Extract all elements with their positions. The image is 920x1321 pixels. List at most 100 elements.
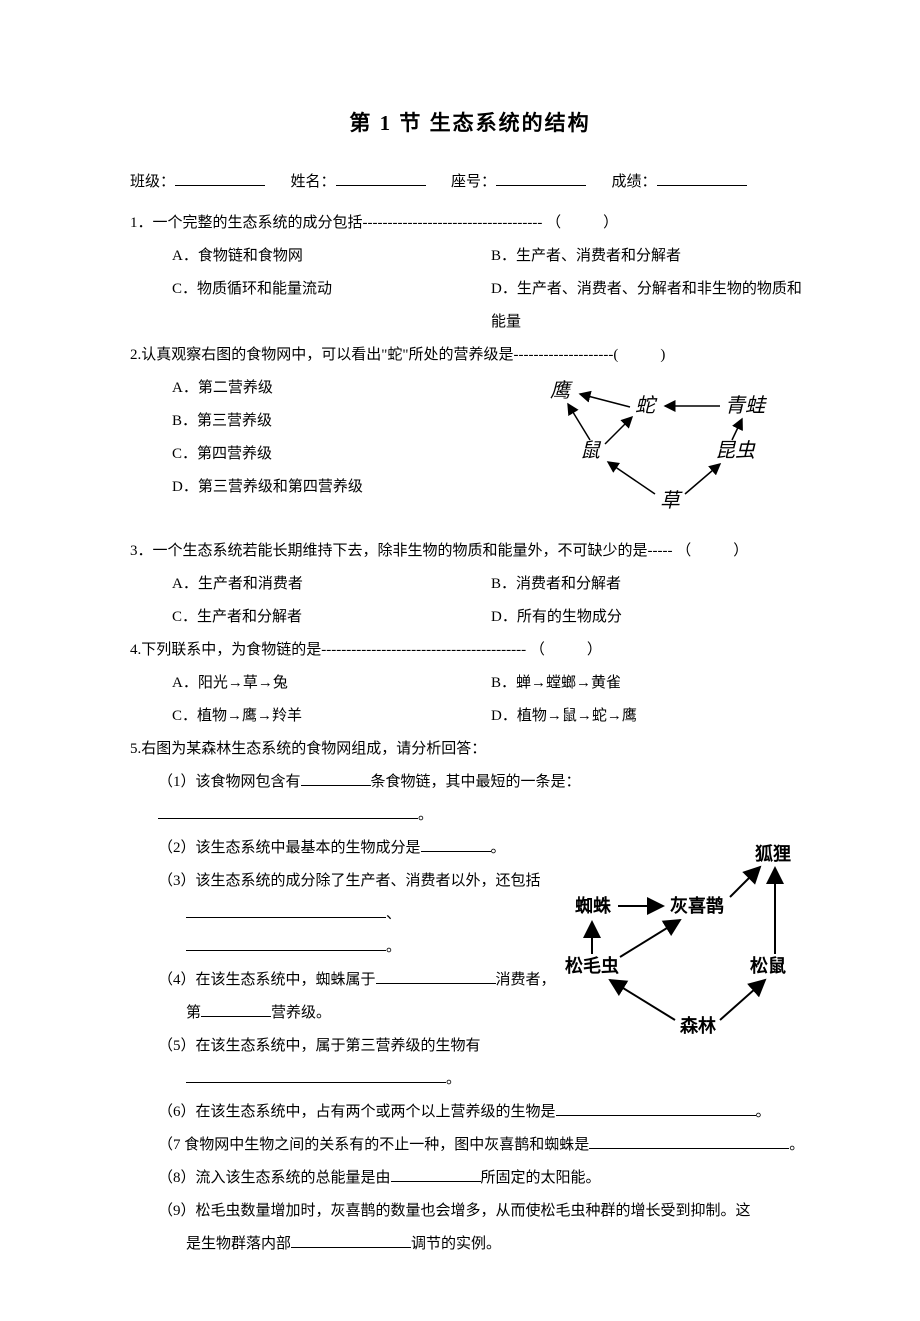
q5-1-blank1[interactable] xyxy=(301,769,371,787)
q3-opt-a: A．生产者和消费者 xyxy=(172,568,491,601)
q4-stem: 4.下列联系中，为食物链的是 xyxy=(130,642,321,658)
q5-sub4: （4）在该生态系统中，蜘蛛属于 消费者， xyxy=(130,964,560,997)
arrow-caterpillar-magpie xyxy=(620,920,680,957)
q1-opt-d: D．生产者、消费者、分解者和非生物的物质和能量 xyxy=(491,273,810,339)
q5-6a: （6）在该生态系统中，占有两个或两个以上营养级的生物是 xyxy=(158,1104,556,1120)
arrow-insect-frog xyxy=(732,419,742,440)
q3-options: A．生产者和消费者 B．消费者和分解者 C．生产者和分解者 D．所有的生物成分 xyxy=(130,568,810,634)
q5-4c: 第 xyxy=(186,1005,201,1021)
q2-foodweb-diagram: 鹰 蛇 青蛙 鼠 昆虫 草 xyxy=(510,372,810,535)
question-1: 1．一个完整的生态系统的成分包括------------------------… xyxy=(130,207,810,240)
q2-dash: -------------------- xyxy=(514,347,614,363)
q5-8-blank[interactable] xyxy=(391,1165,481,1183)
q5-8b: 所固定的太阳能。 xyxy=(481,1170,601,1186)
q5-body: （2）该生态系统中最基本的生物成分是。 （3）该生态系统的成分除了生产者、消费者… xyxy=(130,832,810,1096)
q5-4-blank2[interactable] xyxy=(201,1000,271,1018)
q2-opt-b: B．第三营养级 xyxy=(172,405,510,438)
q4-options: A．阳光→草→兔 B．蝉→螳螂→黄雀 C．植物→鹰→羚羊 D．植物→鼠→蛇→鹰 xyxy=(130,667,810,733)
q5-3-sep: 、 xyxy=(386,906,401,922)
arrow-forest-caterpillar xyxy=(610,980,675,1020)
q5-4a: （4）在该生态系统中，蜘蛛属于 xyxy=(158,972,376,988)
question-5-stem: 5.右图为某森林生态系统的食物网组成，请分析回答： xyxy=(130,733,810,766)
q5-1c: 。 xyxy=(418,807,433,823)
q1-options: A．食物链和食物网 B．生产者、消费者和分解者 C．物质循环和能量流动 D．生产… xyxy=(130,240,810,339)
q5-sub5b: 。 xyxy=(130,1063,560,1096)
q5-3-blank2[interactable] xyxy=(186,934,386,952)
q5-2-blank[interactable] xyxy=(421,835,491,853)
q2-opt-a: A．第二营养级 xyxy=(172,372,510,405)
q3-opt-b: B．消费者和分解者 xyxy=(491,568,810,601)
question-2: 2.认真观察右图的食物网中，可以看出"蛇"所处的营养级是------------… xyxy=(130,339,810,372)
q5-1-blank2[interactable] xyxy=(158,802,418,820)
node-squirrel: 松鼠 xyxy=(750,955,786,976)
q5-sub9: （9）松毛虫数量增加时，灰喜鹊的数量也会增多，从而使松毛虫种群的增长受到抑制。这 xyxy=(130,1195,810,1228)
q5-sub3b: 、。 xyxy=(130,898,560,964)
arrow-magpie-fox xyxy=(730,867,760,897)
q5-6-blank[interactable] xyxy=(556,1099,756,1117)
q5-sub8: （8）流入该生态系统的总能量是由 所固定的太阳能。 xyxy=(130,1162,810,1195)
q3-dash: ----- xyxy=(648,543,673,559)
q4-opt-d: D．植物→鼠→蛇→鹰 xyxy=(491,700,810,733)
seat-blank[interactable] xyxy=(496,169,586,187)
q5-sub6: （6）在该生态系统中，占有两个或两个以上营养级的生物是 。 xyxy=(130,1096,810,1129)
question-4: 4.下列联系中，为食物链的是--------------------------… xyxy=(130,634,810,667)
q5-sub7: （7 食物网中生物之间的关系有的不止一种，图中灰喜鹊和蜘蛛是。 xyxy=(130,1129,810,1162)
node-insect: 昆虫 xyxy=(715,440,756,462)
q2-opt-d: D．第三营养级和第四营养级 xyxy=(172,471,510,504)
arrow-grass-insect xyxy=(685,464,720,494)
class-label: 班级： xyxy=(130,174,175,190)
q4-dash: ----------------------------------------… xyxy=(321,642,526,658)
node-fox: 狐狸 xyxy=(755,843,791,864)
q2-answer-paren[interactable]: ( ) xyxy=(613,347,669,363)
arrow-snake-eagle xyxy=(580,394,630,407)
q5-6b: 。 xyxy=(756,1104,771,1120)
class-blank[interactable] xyxy=(175,169,265,187)
q1-opt-c: C．物质循环和能量流动 xyxy=(172,273,491,339)
q5-sub3: （3）该生态系统的成分除了生产者、消费者以外，还包括 xyxy=(130,865,560,898)
q5-1b: 条食物链，其中最短的一条是： xyxy=(371,774,581,790)
q2-stem: 2.认真观察右图的食物网中，可以看出"蛇"所处的营养级是 xyxy=(130,347,514,363)
q1-answer-paren[interactable]: （ ） xyxy=(546,215,622,231)
arrow-mouse-eagle xyxy=(568,404,590,440)
q5-3-end: 。 xyxy=(386,939,401,955)
node-frog: 青蛙 xyxy=(725,395,768,417)
student-info-line: 班级： 姓名： 座号： 成绩： xyxy=(130,166,810,199)
name-label: 姓名： xyxy=(291,174,336,190)
node-magpie: 灰喜鹊 xyxy=(670,895,724,916)
q5-3-blank1[interactable] xyxy=(186,901,386,919)
node-caterpillar: 松毛虫 xyxy=(565,955,619,976)
q5-4-blank1[interactable] xyxy=(376,967,496,985)
q5-sub5: （5）在该生态系统中，属于第三营养级的生物有 xyxy=(130,1030,560,1063)
q5-8a: （8）流入该生态系统的总能量是由 xyxy=(158,1170,391,1186)
q3-answer-paren[interactable]: （ ） xyxy=(676,543,752,559)
q5-sub2: （2）该生态系统中最基本的生物成分是。 xyxy=(130,832,560,865)
score-blank[interactable] xyxy=(657,169,747,187)
node-eagle: 鹰 xyxy=(550,380,573,402)
q4-opt-c: C．植物→鹰→羚羊 xyxy=(172,700,491,733)
q4-answer-paren[interactable]: （ ） xyxy=(530,642,606,658)
q5-5b: 。 xyxy=(446,1071,461,1087)
q5-2a: （2）该生态系统中最基本的生物成分是 xyxy=(158,840,421,856)
q5-sub9b: 是生物群落内部调节的实例。 xyxy=(130,1228,810,1261)
q4-opt-a: A．阳光→草→兔 xyxy=(172,667,491,700)
q5-9-blank[interactable] xyxy=(291,1231,411,1249)
q5-7-blank[interactable] xyxy=(589,1132,789,1150)
node-grass: 草 xyxy=(660,490,683,512)
arrow-grass-mouse xyxy=(608,462,655,494)
name-blank[interactable] xyxy=(336,169,426,187)
q3-opt-c: C．生产者和分解者 xyxy=(172,601,491,634)
q3-opt-d: D．所有的生物成分 xyxy=(491,601,810,634)
worksheet-page: 第 1 节 生态系统的结构 班级： 姓名： 座号： 成绩： 1．一个完整的生态系… xyxy=(0,0,920,1321)
page-title: 第 1 节 生态系统的结构 xyxy=(130,100,810,146)
q1-opt-b: B．生产者、消费者和分解者 xyxy=(491,240,810,273)
arrow-mouse-snake xyxy=(605,417,632,444)
q5-5-blank[interactable] xyxy=(186,1066,446,1084)
score-label: 成绩： xyxy=(612,174,657,190)
node-mouse: 鼠 xyxy=(580,440,602,462)
node-snake: 蛇 xyxy=(635,395,658,417)
question-3: 3．一个生态系统若能长期维持下去，除非生物的物质和能量外，不可缺少的是-----… xyxy=(130,535,810,568)
q5-4b: 消费者， xyxy=(496,972,556,988)
q5-7b: 。 xyxy=(789,1137,804,1153)
seat-label: 座号： xyxy=(451,174,496,190)
q5-9b: 是生物群落内部 xyxy=(186,1236,291,1252)
